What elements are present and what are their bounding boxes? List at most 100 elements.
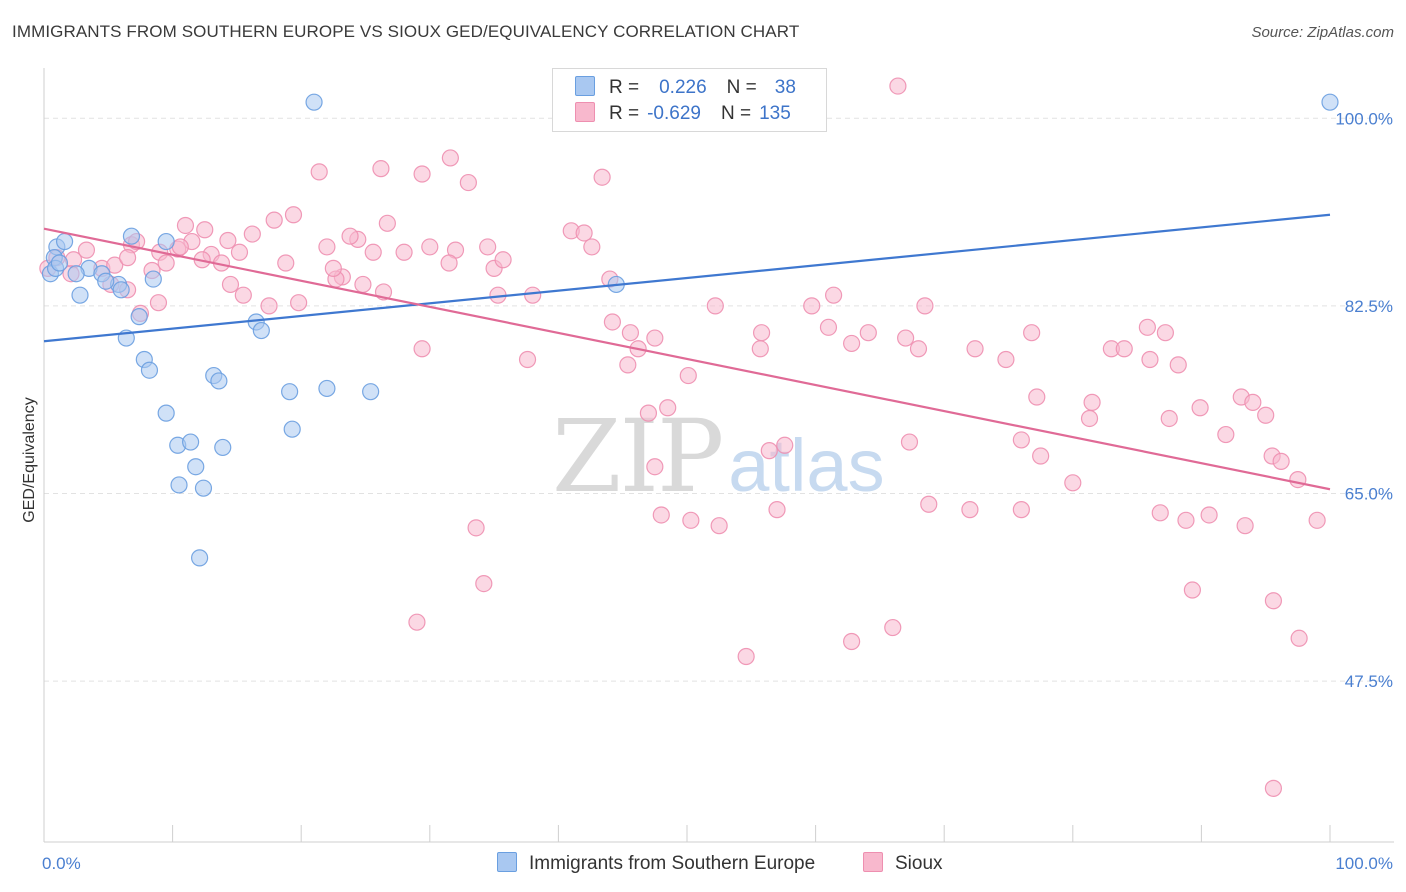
legend-row-southern-europe: R = 0.226 N = 38	[575, 76, 796, 102]
point-sioux	[659, 399, 677, 417]
point-sioux	[1264, 592, 1283, 610]
point-southern-europe	[97, 272, 115, 290]
trendline-sioux	[43, 227, 1331, 491]
legend-r-value: -0.629	[647, 103, 701, 124]
point-sioux	[1080, 409, 1099, 428]
point-sioux	[459, 173, 477, 192]
point-sioux	[1138, 318, 1156, 336]
point-sioux	[378, 214, 396, 232]
point-sioux	[652, 506, 670, 524]
watermark: ZIPatlas	[552, 398, 885, 515]
point-sioux	[234, 286, 252, 304]
point-southern-europe	[182, 433, 200, 451]
point-sioux	[916, 297, 934, 315]
point-sioux	[819, 318, 838, 336]
legend-n-label: N =	[726, 77, 757, 98]
point-sioux	[884, 618, 902, 637]
legend-swatch-southern-europe	[575, 76, 595, 96]
point-sioux	[751, 340, 769, 358]
point-sioux	[1141, 350, 1159, 369]
point-sioux	[897, 329, 915, 347]
point-southern-europe	[157, 404, 175, 422]
point-sioux	[1115, 340, 1133, 358]
point-sioux	[290, 294, 308, 312]
point-sioux	[77, 241, 96, 259]
point-sioux	[1160, 409, 1178, 428]
legend-n-value: 135	[759, 103, 791, 124]
point-southern-europe	[283, 420, 301, 438]
point-sioux	[1156, 324, 1174, 342]
bottom-legend-label: Immigrants from Southern Europe	[529, 853, 816, 874]
point-sioux	[825, 286, 843, 304]
point-sioux	[603, 313, 622, 331]
point-southern-europe	[122, 227, 141, 245]
bottom-legend-swatch-sioux	[863, 852, 883, 872]
point-sioux	[408, 613, 426, 631]
point-sioux	[776, 436, 794, 454]
y-tick-label: 47.5%	[1345, 672, 1393, 691]
point-sioux	[243, 225, 261, 243]
point-sioux	[524, 286, 542, 304]
point-sioux	[440, 254, 458, 272]
point-sioux	[364, 243, 382, 261]
point-southern-europe	[130, 308, 148, 326]
chart-title: IMMIGRANTS FROM SOUTHERN EUROPE VS SIOUX…	[12, 22, 800, 41]
point-southern-europe	[50, 254, 69, 272]
point-sioux	[682, 511, 700, 529]
point-sioux	[1012, 501, 1030, 519]
bottom-legend-southern-europe: Immigrants from Southern Europe	[497, 852, 815, 875]
point-sioux	[1308, 511, 1326, 529]
watermark-zip: ZIP	[552, 398, 724, 515]
point-sioux	[1236, 517, 1254, 535]
point-sioux	[1023, 324, 1041, 342]
point-sioux	[106, 256, 124, 274]
point-sioux	[1183, 581, 1201, 599]
correlation-legend: R = 0.226 N = 38 R = -0.629 N = 135	[552, 68, 827, 132]
point-sioux	[593, 168, 611, 186]
point-sioux	[710, 517, 728, 535]
point-southern-europe	[71, 286, 89, 304]
point-sioux	[441, 149, 459, 167]
point-southern-europe	[67, 265, 85, 283]
point-sioux	[277, 254, 295, 272]
point-sioux	[479, 238, 497, 256]
point-southern-europe	[281, 383, 299, 401]
point-sioux	[324, 259, 342, 277]
legend-r-value: 0.226	[659, 77, 707, 98]
legend-row-sioux: R = -0.629 N = 135	[575, 102, 791, 128]
point-sioux	[219, 231, 237, 250]
point-sioux	[920, 495, 938, 513]
point-southern-europe	[252, 321, 270, 340]
point-sioux	[372, 160, 390, 178]
point-sioux	[1257, 406, 1275, 424]
point-sioux	[679, 366, 697, 385]
legend-swatch-sioux	[575, 102, 595, 122]
point-southern-europe	[170, 476, 188, 494]
point-sioux	[583, 238, 601, 256]
point-southern-europe	[144, 270, 162, 288]
point-sioux	[1200, 506, 1218, 524]
legend-r-label: R =	[609, 103, 640, 124]
point-sioux	[1177, 511, 1195, 529]
point-sioux	[354, 275, 372, 294]
point-sioux	[230, 243, 249, 261]
point-sioux	[421, 238, 439, 256]
point-sioux	[310, 163, 328, 181]
point-southern-europe	[55, 232, 74, 251]
point-sioux	[1244, 393, 1262, 411]
bottom-legend-swatch-southern-europe	[497, 852, 517, 872]
point-sioux	[1083, 393, 1101, 411]
point-sioux	[1289, 470, 1307, 489]
point-sioux	[997, 350, 1015, 369]
point-southern-europe	[187, 458, 205, 476]
point-southern-europe	[214, 438, 232, 457]
point-sioux	[859, 324, 877, 342]
point-sioux	[889, 77, 907, 95]
point-sioux	[760, 442, 778, 460]
point-sioux	[1064, 474, 1082, 492]
point-sioux	[1272, 452, 1290, 470]
point-southern-europe	[140, 361, 159, 379]
point-sioux	[1217, 425, 1235, 444]
x-tick-label: 0.0%	[42, 854, 81, 873]
point-sioux	[843, 632, 861, 651]
